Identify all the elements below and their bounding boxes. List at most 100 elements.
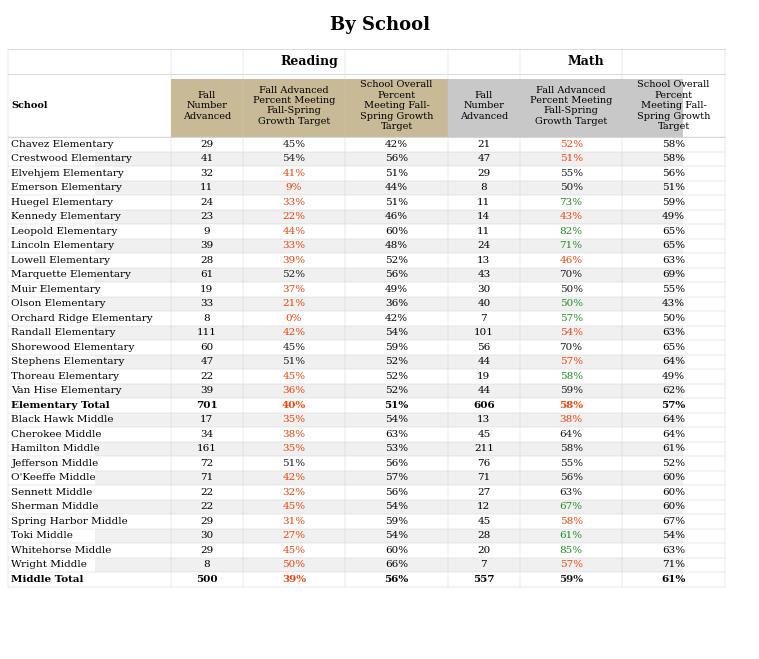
Text: Toki Middle: Toki Middle xyxy=(11,531,74,540)
Text: 37%: 37% xyxy=(282,285,306,294)
Text: 49%: 49% xyxy=(662,372,685,381)
Text: 53%: 53% xyxy=(385,444,408,453)
Text: 701: 701 xyxy=(196,401,218,410)
Text: 66%: 66% xyxy=(385,560,408,569)
Text: 35%: 35% xyxy=(282,415,306,424)
Text: 0%: 0% xyxy=(286,314,302,323)
Text: 49%: 49% xyxy=(385,285,408,294)
Text: 57%: 57% xyxy=(559,314,583,323)
Text: School: School xyxy=(11,101,48,110)
Text: 17: 17 xyxy=(200,415,213,424)
Text: 8: 8 xyxy=(480,183,487,192)
Text: 56%: 56% xyxy=(385,575,408,584)
Text: 46%: 46% xyxy=(385,212,408,221)
Text: 51%: 51% xyxy=(282,459,306,468)
FancyBboxPatch shape xyxy=(8,253,725,268)
Text: 59%: 59% xyxy=(385,517,408,526)
Text: Fall
Number
Advanced: Fall Number Advanced xyxy=(183,91,231,121)
Text: 35%: 35% xyxy=(282,444,306,453)
Text: 59%: 59% xyxy=(662,198,685,207)
Text: Olson Elementary: Olson Elementary xyxy=(11,299,106,308)
Text: 57%: 57% xyxy=(662,401,685,410)
Text: 59%: 59% xyxy=(385,343,408,352)
Text: 40%: 40% xyxy=(282,401,306,410)
Text: 13: 13 xyxy=(477,415,490,424)
Text: Whitehorse Middle: Whitehorse Middle xyxy=(11,546,112,555)
FancyBboxPatch shape xyxy=(171,49,448,74)
FancyBboxPatch shape xyxy=(8,442,725,456)
Text: 71: 71 xyxy=(200,473,213,482)
Text: Black Hawk Middle: Black Hawk Middle xyxy=(11,415,114,424)
Text: 54%: 54% xyxy=(662,531,685,540)
FancyBboxPatch shape xyxy=(448,49,725,74)
Text: 27%: 27% xyxy=(282,531,306,540)
FancyBboxPatch shape xyxy=(8,413,725,427)
Text: 30: 30 xyxy=(200,531,213,540)
Text: 50%: 50% xyxy=(662,314,685,323)
Text: Reading: Reading xyxy=(280,55,339,69)
Text: Lincoln Elementary: Lincoln Elementary xyxy=(11,241,115,250)
Text: 58%: 58% xyxy=(559,372,583,381)
Text: 24: 24 xyxy=(200,198,213,207)
FancyBboxPatch shape xyxy=(8,500,725,514)
Text: Van Hise Elementary: Van Hise Elementary xyxy=(11,386,122,395)
Text: 39: 39 xyxy=(200,386,213,395)
Text: 14: 14 xyxy=(477,212,490,221)
Text: Thoreau Elementary: Thoreau Elementary xyxy=(11,372,119,381)
Text: 28: 28 xyxy=(200,256,213,265)
Text: 64%: 64% xyxy=(662,415,685,424)
Text: 29: 29 xyxy=(200,546,213,555)
Text: 71: 71 xyxy=(477,473,490,482)
Text: 76: 76 xyxy=(477,459,490,468)
Text: 67%: 67% xyxy=(559,502,583,511)
Text: Elementary Total: Elementary Total xyxy=(11,401,110,410)
Text: Marquette Elementary: Marquette Elementary xyxy=(11,270,131,279)
FancyBboxPatch shape xyxy=(8,529,725,543)
Text: 557: 557 xyxy=(473,575,495,584)
Text: 52%: 52% xyxy=(385,386,408,395)
Text: 54%: 54% xyxy=(559,328,583,337)
FancyBboxPatch shape xyxy=(8,340,725,355)
Text: 33%: 33% xyxy=(282,241,306,250)
Text: 56%: 56% xyxy=(559,473,583,482)
Text: 19: 19 xyxy=(477,372,490,381)
Text: 60%: 60% xyxy=(385,227,408,236)
Text: 51%: 51% xyxy=(282,357,306,366)
Text: 57%: 57% xyxy=(559,357,583,366)
Text: Elvehjem Elementary: Elvehjem Elementary xyxy=(11,169,124,178)
Text: 50%: 50% xyxy=(559,285,583,294)
Text: 45: 45 xyxy=(477,430,490,439)
Text: 42%: 42% xyxy=(385,314,408,323)
Text: Orchard Ridge Elementary: Orchard Ridge Elementary xyxy=(11,314,153,323)
Text: 67%: 67% xyxy=(662,517,685,526)
Text: 65%: 65% xyxy=(662,241,685,250)
Text: 38%: 38% xyxy=(282,430,306,439)
FancyBboxPatch shape xyxy=(8,543,725,558)
FancyBboxPatch shape xyxy=(8,152,725,166)
Text: 48%: 48% xyxy=(385,241,408,250)
Text: 60%: 60% xyxy=(385,546,408,555)
Text: 42%: 42% xyxy=(385,140,408,149)
Text: 57%: 57% xyxy=(559,560,583,569)
Text: 52%: 52% xyxy=(385,357,408,366)
Text: 44: 44 xyxy=(477,386,490,395)
FancyBboxPatch shape xyxy=(8,485,725,500)
FancyBboxPatch shape xyxy=(8,224,725,239)
Text: 11: 11 xyxy=(200,183,213,192)
Text: 64%: 64% xyxy=(662,430,685,439)
Text: 29: 29 xyxy=(200,517,213,526)
Text: 52%: 52% xyxy=(559,140,583,149)
Text: 71%: 71% xyxy=(559,241,583,250)
Text: 63%: 63% xyxy=(662,328,685,337)
Text: Muir Elementary: Muir Elementary xyxy=(11,285,101,294)
Text: 45%: 45% xyxy=(282,372,306,381)
Text: 11: 11 xyxy=(477,198,490,207)
Text: 30: 30 xyxy=(477,285,490,294)
Text: 36%: 36% xyxy=(282,386,306,395)
Text: 28: 28 xyxy=(477,531,490,540)
Text: 43: 43 xyxy=(477,270,490,279)
Text: 47: 47 xyxy=(200,357,213,366)
Text: By School: By School xyxy=(329,16,430,34)
Text: Leopold Elementary: Leopold Elementary xyxy=(11,227,118,236)
Text: 61%: 61% xyxy=(662,444,685,453)
